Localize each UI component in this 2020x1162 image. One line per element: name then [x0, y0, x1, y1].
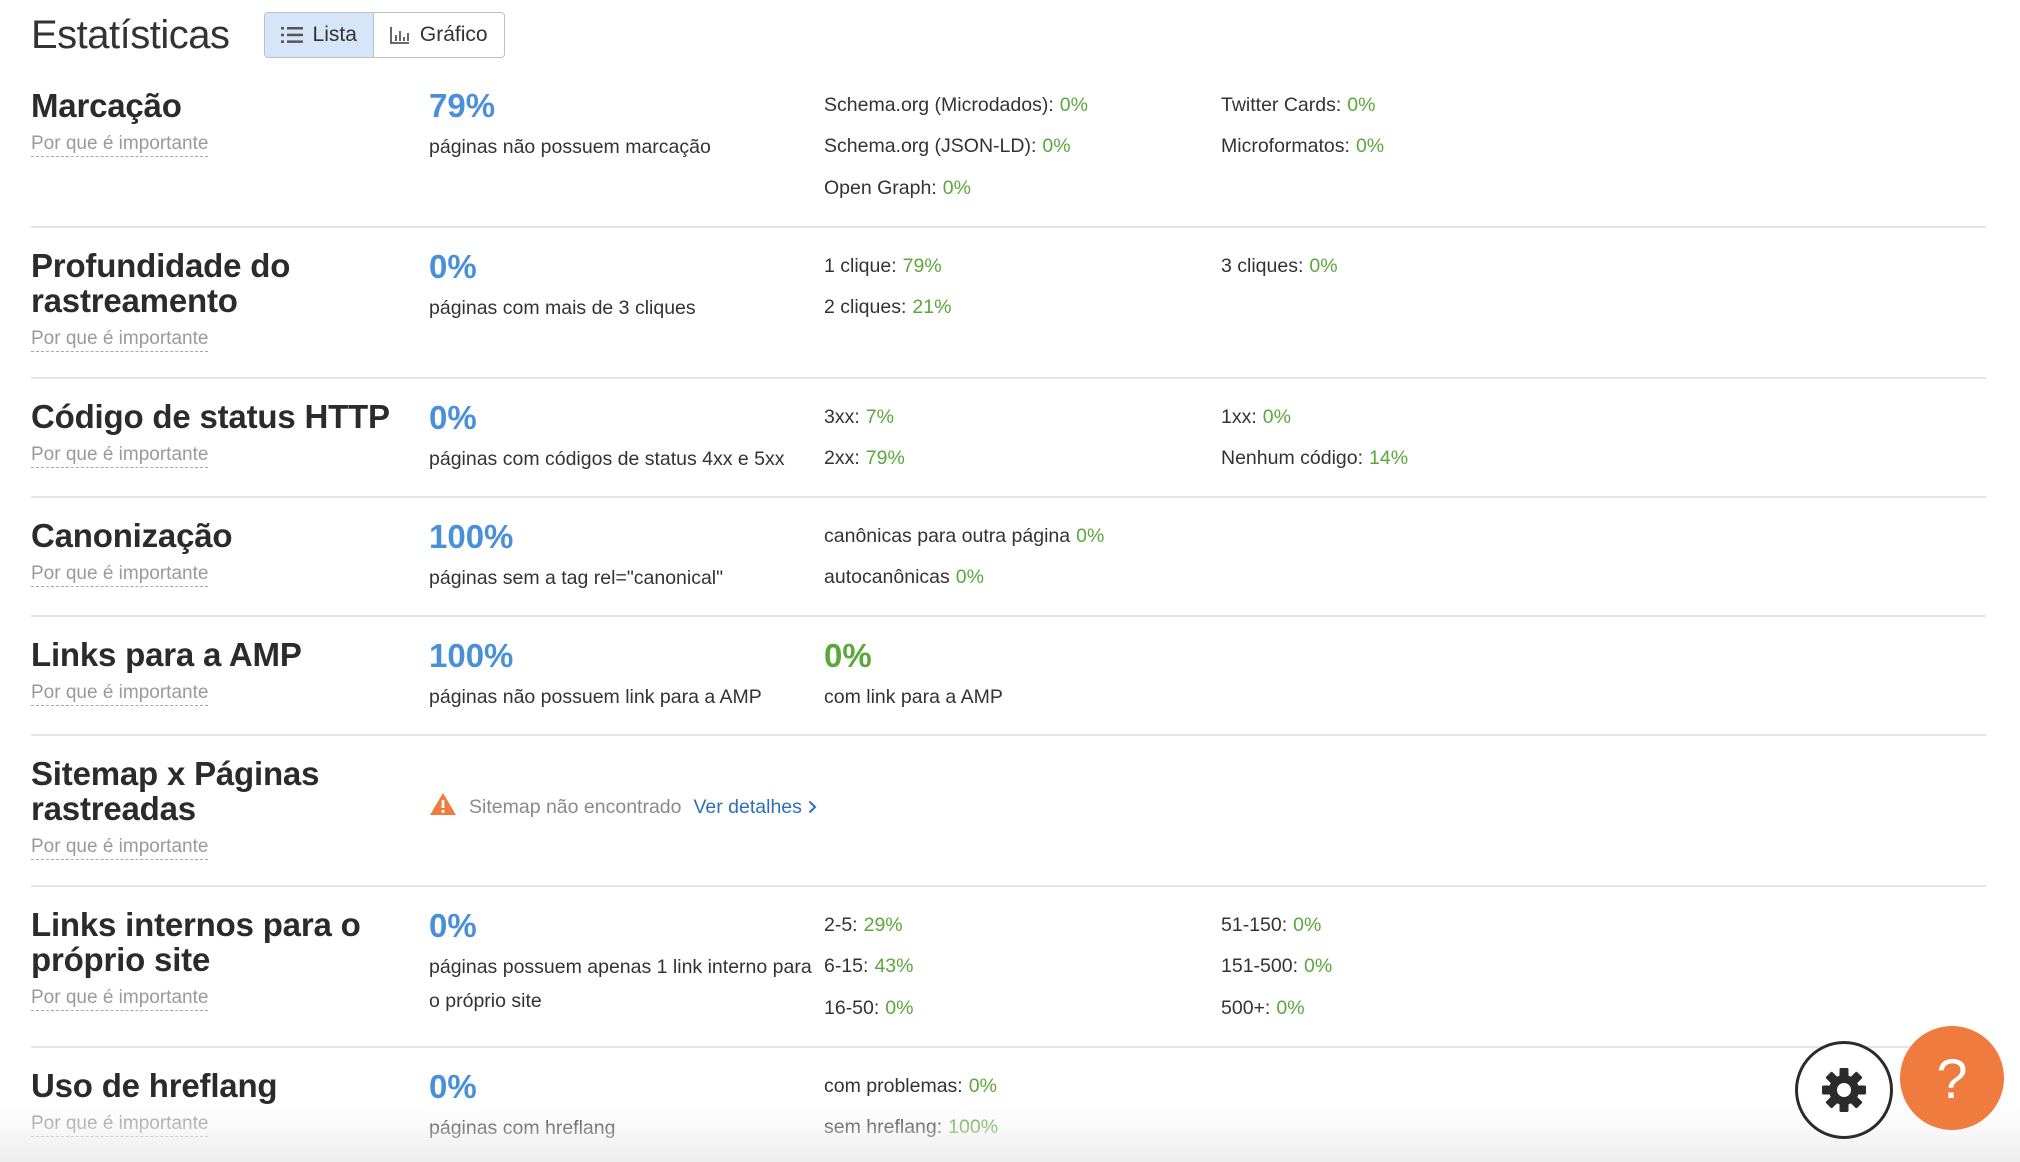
big-caption: páginas com mais de 3 cliques — [429, 297, 696, 319]
why-important-link[interactable]: Por que é importante — [31, 443, 209, 468]
gear-icon — [1820, 1066, 1868, 1114]
row-divider — [31, 615, 1986, 617]
stat-hreflang-issues: com problemas: 0% — [824, 1075, 997, 1097]
big-caption: páginas com hreflang — [429, 1117, 616, 1139]
stats-header: Estatísticas Lista Gráfico — [31, 10, 505, 60]
big-caption: páginas não possuem link para a AMP — [429, 686, 762, 708]
warning-message: Sitemap não encontrado — [469, 795, 682, 818]
row-divider — [31, 885, 1986, 887]
list-view-button[interactable]: Lista — [264, 13, 374, 57]
stat-2-5-links: 2-5: 29% — [824, 914, 903, 936]
stat-schema-jsonld: Schema.org (JSON-LD): 0% — [824, 135, 1071, 157]
stat-1-click: 1 clique: 79% — [824, 255, 942, 277]
section-title: Sitemap x Páginas rastreadas — [31, 755, 320, 827]
why-important-link[interactable]: Por que é importante — [31, 681, 209, 706]
sitemap-warning: Sitemap não encontrado Ver detalhes — [429, 792, 817, 822]
amp-linked-value: 0% — [824, 637, 872, 674]
stat-schema-microdata: Schema.org (Microdados): 0% — [824, 94, 1088, 116]
big-caption: páginas sem a tag rel="canonical" — [429, 567, 724, 589]
why-important-link[interactable]: Por que é importante — [31, 132, 209, 157]
big-value: 0% — [429, 907, 477, 944]
bar-chart-icon — [389, 26, 410, 44]
stat-microformats: Microformatos: 0% — [1221, 135, 1385, 157]
why-important-link[interactable]: Por que é importante — [31, 835, 209, 860]
section-title: Uso de hreflang — [31, 1067, 278, 1104]
section-title: Marcação — [31, 87, 182, 124]
stat-6-15-links: 6-15: 43% — [824, 955, 914, 977]
stat-no-hreflang: sem hreflang: 100% — [824, 1116, 999, 1138]
section-title: Profundidade do rastreamento — [31, 247, 291, 319]
big-value: 0% — [429, 1068, 477, 1105]
why-important-link[interactable]: Por que é importante — [31, 986, 209, 1011]
big-value: 100% — [429, 518, 514, 555]
big-value: 0% — [429, 399, 477, 436]
stat-no-code: Nenhum código: 14% — [1221, 447, 1409, 469]
stat-open-graph: Open Graph: 0% — [824, 177, 971, 199]
settings-button[interactable] — [1795, 1041, 1893, 1139]
section-title: Links para a AMP — [31, 636, 302, 673]
warning-icon — [429, 792, 457, 822]
big-caption: páginas com códigos de status 4xx e 5xx — [429, 448, 785, 470]
big-value: 100% — [429, 637, 514, 674]
big-caption: páginas possuem apenas 1 link interno pa… — [429, 956, 812, 1012]
list-icon — [280, 26, 303, 44]
why-important-link[interactable]: Por que é importante — [31, 562, 209, 587]
stat-1xx: 1xx: 0% — [1221, 406, 1291, 428]
question-icon: ? — [1936, 1046, 1968, 1110]
row-divider — [31, 496, 1986, 498]
row-divider — [31, 226, 1986, 228]
list-view-label: Lista — [312, 23, 357, 46]
stat-3-clicks: 3 cliques: 0% — [1221, 255, 1338, 277]
chevron-right-icon — [808, 800, 817, 814]
why-important-link[interactable]: Por que é importante — [31, 1112, 209, 1137]
section-title: Código de status HTTP — [31, 398, 390, 435]
row-divider — [31, 377, 1986, 379]
stat-twitter-cards: Twitter Cards: 0% — [1221, 94, 1376, 116]
stat-canonical-other: canônicas para outra página 0% — [824, 525, 1105, 547]
section-title: Links internos para o próprio site — [31, 906, 361, 978]
chart-view-button[interactable]: Gráfico — [373, 13, 504, 57]
view-details-link[interactable]: Ver detalhes — [693, 796, 817, 819]
stat-2xx: 2xx: 79% — [824, 447, 905, 469]
stat-51-150-links: 51-150: 0% — [1221, 914, 1322, 936]
why-important-link[interactable]: Por que é importante — [31, 327, 209, 352]
view-toggle: Lista Gráfico — [263, 12, 505, 58]
row-divider — [31, 734, 1986, 736]
stat-151-500-links: 151-500: 0% — [1221, 955, 1333, 977]
big-caption: páginas não possuem marcação — [429, 136, 711, 158]
big-value: 0% — [429, 248, 477, 285]
stat-3xx: 3xx: 7% — [824, 406, 894, 428]
section-title: Canonização — [31, 517, 233, 554]
stat-self-canonical: autocanônicas 0% — [824, 566, 984, 588]
stat-16-50-links: 16-50: 0% — [824, 997, 914, 1019]
bottom-fade — [0, 1105, 2020, 1162]
page-title: Estatísticas — [31, 12, 230, 57]
chart-view-label: Gráfico — [419, 23, 488, 46]
stat-2-clicks: 2 cliques: 21% — [824, 296, 952, 318]
help-button[interactable]: ? — [1900, 1026, 2004, 1130]
stat-500-plus-links: 500+: 0% — [1221, 997, 1305, 1019]
row-divider — [31, 1046, 1986, 1048]
big-value: 79% — [429, 87, 496, 124]
amp-linked-caption: com link para a AMP — [824, 686, 1003, 708]
